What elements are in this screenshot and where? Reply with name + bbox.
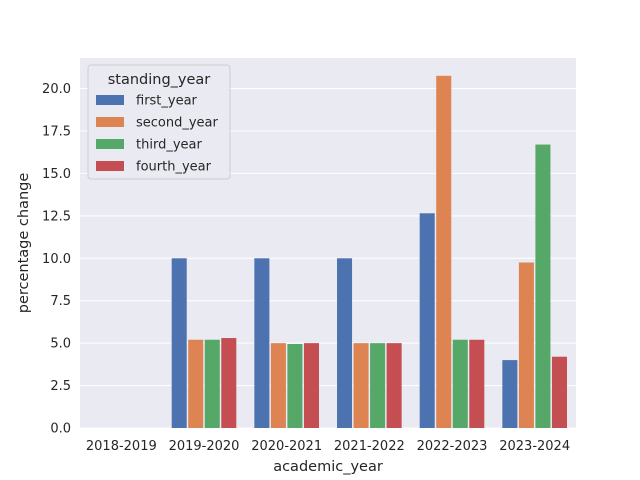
bar-fourth_year-2020-2021 bbox=[303, 343, 319, 428]
bar-fourth_year-2019-2020 bbox=[221, 338, 237, 428]
bar-fourth_year-2022-2023 bbox=[469, 339, 485, 428]
bar-fourth_year-2023-2024 bbox=[551, 356, 567, 428]
bar-first_year-2022-2023 bbox=[419, 213, 435, 428]
y-tick-label: 17.5 bbox=[42, 124, 71, 139]
bar-first_year-2019-2020 bbox=[171, 258, 187, 428]
legend-title: standing_year bbox=[108, 72, 211, 88]
bar-first_year-2023-2024 bbox=[502, 360, 518, 428]
bars bbox=[171, 75, 567, 428]
x-tick-label: 2022-2023 bbox=[417, 439, 488, 454]
bar-second_year-2022-2023 bbox=[436, 75, 452, 428]
x-axis-label: academic_year bbox=[273, 459, 383, 475]
legend-label-third_year: third_year bbox=[136, 138, 202, 153]
x-tick-label: 2021-2022 bbox=[334, 439, 405, 454]
bar-second_year-2021-2022 bbox=[353, 343, 369, 428]
bar-third_year-2023-2024 bbox=[535, 144, 551, 428]
bar-third_year-2020-2021 bbox=[287, 343, 303, 428]
y-tick-label: 0.0 bbox=[50, 422, 71, 437]
bar-second_year-2020-2021 bbox=[270, 343, 286, 428]
y-tick-label: 20.0 bbox=[42, 82, 71, 97]
y-tick-label: 12.5 bbox=[42, 209, 71, 224]
x-tick-label: 2018-2019 bbox=[86, 439, 157, 454]
bar-second_year-2019-2020 bbox=[188, 339, 204, 428]
y-axis-label: percentage change bbox=[16, 173, 32, 314]
y-tick-labels: 0.0 2.5 5.0 7.5 10.0 12.5 15.0 17.5 20.0 bbox=[42, 82, 71, 436]
bar-third_year-2019-2020 bbox=[204, 339, 220, 428]
legend: standing_year first_year second_yearthird… bbox=[87, 64, 231, 180]
legend-box bbox=[87, 64, 231, 180]
bar-first_year-2020-2021 bbox=[254, 258, 270, 428]
legend-items: first_year second_year third_year fourth_ye… bbox=[96, 94, 219, 175]
bar-fourth_year-2021-2022 bbox=[386, 343, 402, 428]
x-tick-label: 2023-2024 bbox=[499, 439, 570, 454]
bar-third_year-2021-2022 bbox=[370, 343, 386, 428]
x-tick-labels: 2018-2019 2019-2020 2020-2021 2021-2022 2022… bbox=[86, 439, 570, 454]
legend-swatch-fourth_year bbox=[96, 161, 124, 171]
legend-label-fourth_year: fourth_year bbox=[136, 160, 212, 175]
x-tick-label: 2020-2021 bbox=[251, 439, 322, 454]
y-tick-label: 2.5 bbox=[50, 379, 71, 394]
bar-second_year-2023-2024 bbox=[518, 262, 534, 428]
bar-third_year-2022-2023 bbox=[452, 339, 468, 428]
y-tick-label: 15.0 bbox=[42, 167, 71, 182]
y-tick-label: 5.0 bbox=[50, 337, 71, 352]
legend-label-first_year: first_year bbox=[136, 94, 198, 109]
legend-label-second_year: second_year bbox=[136, 116, 219, 131]
x-tick-label: 2019-2020 bbox=[169, 439, 240, 454]
legend-swatch-second_year bbox=[96, 117, 124, 127]
y-tick-label: 10.0 bbox=[42, 252, 71, 267]
legend-swatch-third_year bbox=[96, 139, 124, 149]
legend-swatch-first_year bbox=[96, 95, 124, 105]
bar-first_year-2021-2022 bbox=[337, 258, 353, 428]
y-tick-label: 7.5 bbox=[50, 294, 71, 309]
